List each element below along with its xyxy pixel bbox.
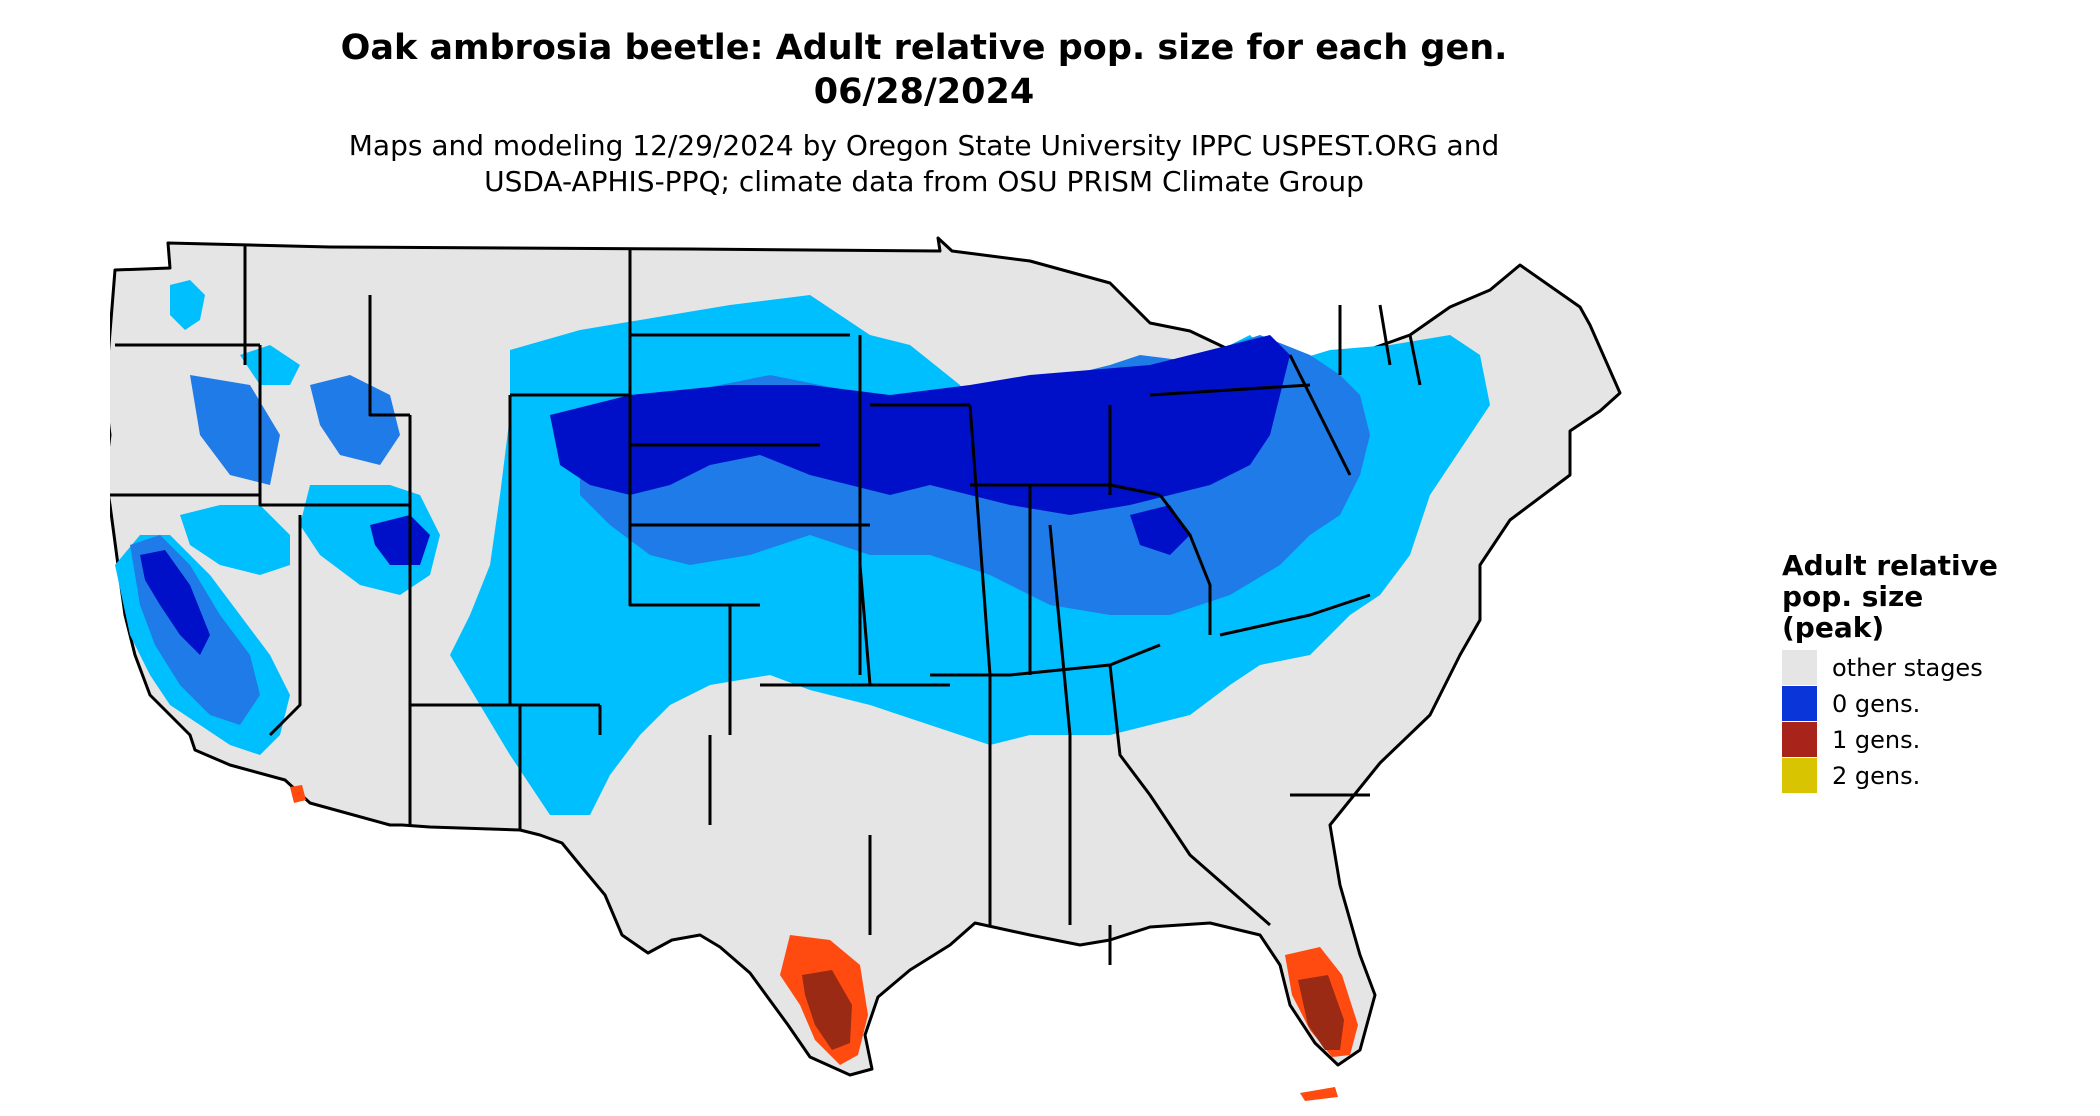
legend-item-1-gens: 1 gens. (1782, 722, 2082, 757)
legend-swatch-2-gens (1782, 758, 1817, 793)
legend-title: Adult relative pop. size (peak) (1782, 550, 2082, 643)
legend-label-1-gens: 1 gens. (1832, 726, 1921, 754)
map-title: Oak ambrosia beetle: Adult relative pop.… (340, 28, 1508, 68)
legend-label-0-gens: 0 gens. (1832, 690, 1921, 718)
legend-label-2-gens: 2 gens. (1832, 762, 1921, 790)
legend-title-line-3: (peak) (1782, 611, 1885, 644)
one-gen-zone (290, 785, 1358, 1101)
legend-item-0-gens: 0 gens. (1782, 686, 2082, 721)
state-borders (110, 245, 1422, 965)
legend-title-line-1: Adult relative (1782, 549, 1998, 582)
legend-swatch-0-gens (1782, 686, 1817, 721)
map-credit-line-2: USDA-APHIS-PPQ; climate data from OSU PR… (484, 165, 1364, 198)
legend-swatch-other-stages (1782, 650, 1817, 685)
zero-gens-dark-zone (140, 335, 1290, 655)
map-credit-line-1: Maps and modeling 12/29/2024 by Oregon S… (348, 129, 1500, 162)
legend-item-other-stages: other stages (1782, 650, 2082, 685)
map-date: 06/28/2024 (813, 72, 1035, 112)
legend-label-other-stages: other stages (1832, 654, 1983, 682)
legend-title-line-2: pop. size (1782, 580, 1924, 613)
legend-swatch-1-gens (1782, 722, 1817, 757)
legend-item-2-gens: 2 gens. (1782, 758, 2082, 793)
us-population-map (110, 236, 1622, 1101)
